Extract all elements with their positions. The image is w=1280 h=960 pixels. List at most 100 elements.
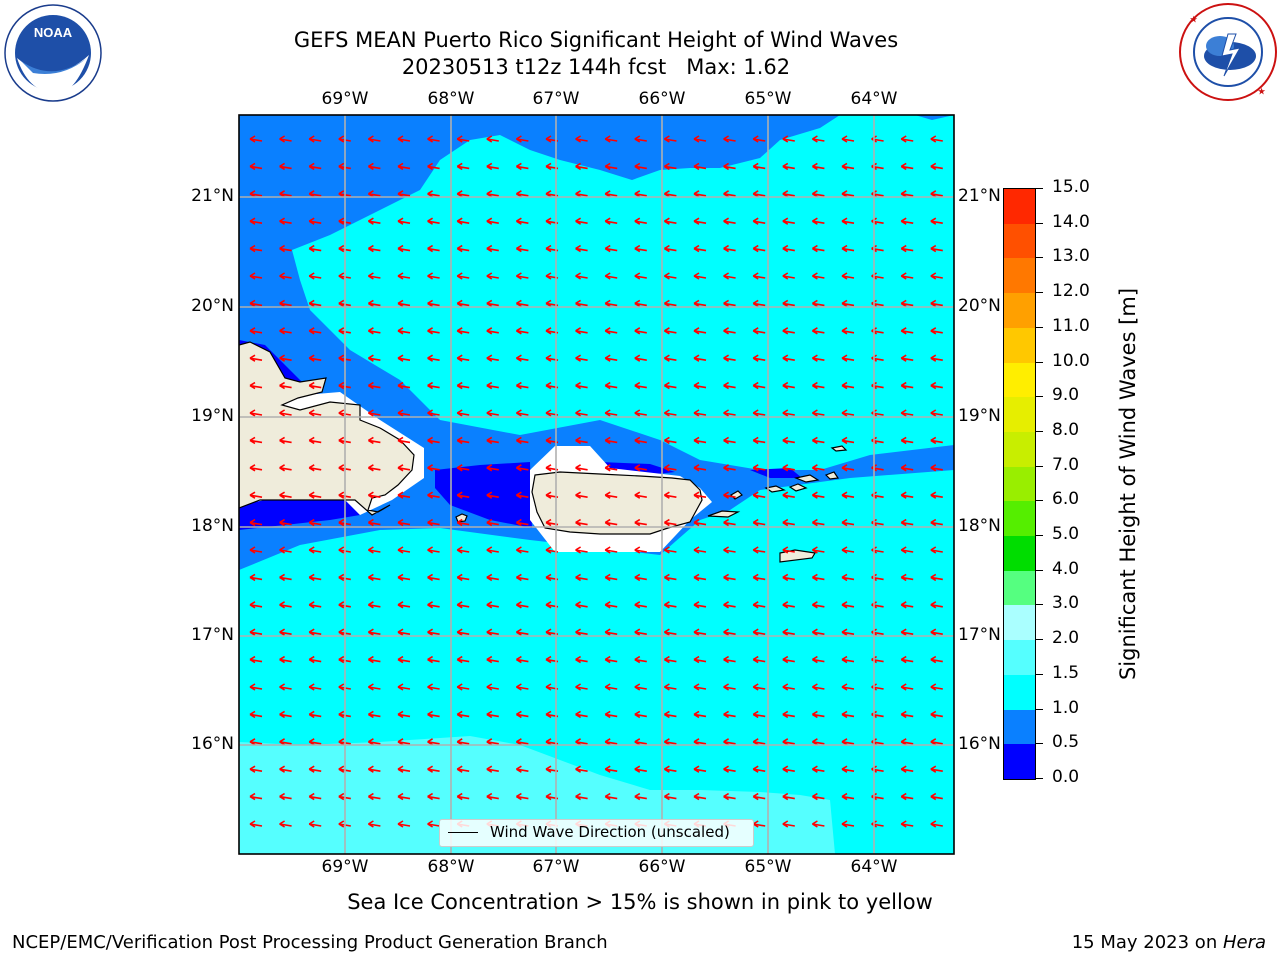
lat-label-right: 19°N xyxy=(958,406,1001,426)
lat-label-right: 17°N xyxy=(958,625,1001,645)
colorbar-tick-label: 0.0 xyxy=(1052,767,1080,787)
wave-arrow xyxy=(782,272,795,280)
wave-arrow xyxy=(575,162,588,171)
wave-arrow xyxy=(723,464,736,472)
wave-arrow xyxy=(811,765,825,773)
wave-arrow xyxy=(634,162,647,171)
wave-arrow xyxy=(515,354,529,362)
wave-arrow xyxy=(427,409,440,417)
wave-arrow xyxy=(693,135,707,143)
wave-arrow xyxy=(575,573,588,582)
colorbar-tick-label: 5.0 xyxy=(1052,524,1080,545)
noaa-logo-text: NOAA xyxy=(34,25,73,40)
wave-arrow xyxy=(811,381,825,390)
wave-arrow xyxy=(604,710,618,719)
wave-arrow xyxy=(634,409,647,417)
wave-arrow xyxy=(397,518,411,527)
wave-arrow xyxy=(634,244,647,253)
wave-arrow xyxy=(397,792,411,801)
colorbar-tick-label: 14.0 xyxy=(1052,211,1090,232)
wave-arrow xyxy=(811,710,825,719)
wave-arrow xyxy=(397,765,411,773)
wave-arrow xyxy=(427,327,440,335)
wave-arrow xyxy=(752,162,766,171)
wave-arrow xyxy=(723,162,736,171)
wave-arrow xyxy=(693,272,707,280)
wave-arrow xyxy=(693,327,707,335)
wave-arrow xyxy=(782,546,795,554)
colorbar-segment xyxy=(1004,604,1035,641)
wave-arrow xyxy=(397,162,411,171)
wave-arrow xyxy=(604,381,618,390)
wave-arrow xyxy=(900,436,914,445)
wave-arrow xyxy=(575,327,588,335)
wave-arrow xyxy=(456,272,470,280)
wave-arrow xyxy=(575,518,588,527)
wave-arrow xyxy=(397,354,411,362)
wave-arrow xyxy=(752,655,766,664)
wave-arrow xyxy=(397,327,411,335)
wave-arrow xyxy=(515,491,529,499)
wave-arrow xyxy=(486,683,499,691)
wave-arrow xyxy=(249,655,263,664)
wave-arrow xyxy=(841,299,855,308)
wave-arrow xyxy=(723,381,736,390)
wave-arrow xyxy=(367,354,381,362)
land-mona xyxy=(455,513,468,523)
wave-arrow xyxy=(456,162,470,171)
colorbar-tick-mark xyxy=(1036,535,1043,537)
wave-arrow xyxy=(575,546,588,554)
colorbar-tick-mark xyxy=(1036,604,1043,606)
colorbar-segment xyxy=(1004,257,1035,294)
wave-arrow xyxy=(752,381,766,390)
wave-arrow xyxy=(930,546,943,554)
colorbar-tick-label: 12.0 xyxy=(1052,281,1090,302)
wave-arrow xyxy=(841,217,855,225)
wave-arrow xyxy=(782,710,795,719)
colorbar-segment xyxy=(1004,570,1035,606)
wave-arrow xyxy=(367,381,381,390)
wave-arrow xyxy=(693,683,707,691)
wave-arrow xyxy=(811,327,825,335)
wave-arrow xyxy=(367,601,381,609)
lon-label-top: 66°W xyxy=(638,89,686,109)
wave-arrow xyxy=(782,217,795,225)
wave-arrow xyxy=(930,272,943,280)
wave-arrow xyxy=(634,327,647,335)
wave-arrow xyxy=(900,518,914,527)
wave-arrow xyxy=(663,327,677,335)
wave-arrow xyxy=(900,820,914,828)
colorbar-segment xyxy=(1004,292,1035,328)
wave-arrow xyxy=(900,135,914,143)
colorbar-segment xyxy=(1004,709,1035,745)
wave-arrow xyxy=(752,765,766,773)
wave-arrow xyxy=(515,217,529,225)
wave-arrow xyxy=(693,299,707,308)
wave-arrow xyxy=(486,409,499,417)
wave-arrow xyxy=(782,244,795,253)
wave-arrow xyxy=(663,272,677,280)
wave-arrow xyxy=(634,601,647,609)
wave-arrow xyxy=(900,409,914,417)
wave-arrow xyxy=(693,792,707,801)
wave-arrow xyxy=(782,601,795,609)
wave-arrow xyxy=(427,710,440,719)
wave-arrow xyxy=(634,710,647,719)
wave-arrow xyxy=(663,436,677,445)
colorbar-tick-label: 1.5 xyxy=(1052,662,1080,683)
wave-arrow xyxy=(841,518,855,527)
wave-arrow xyxy=(723,272,736,280)
wave-arrow xyxy=(575,792,588,801)
wave-arrow xyxy=(811,162,825,171)
wave-arrow xyxy=(930,601,943,609)
wave-arrow xyxy=(930,327,943,335)
wave-arrow xyxy=(486,162,499,171)
lon-label-top: 65°W xyxy=(744,89,792,109)
wave-arrow xyxy=(723,299,736,308)
wave-arrow xyxy=(693,162,707,171)
wave-arrow xyxy=(279,820,292,828)
wave-arrow xyxy=(249,491,263,499)
map-frame xyxy=(238,114,955,855)
wave-arrow xyxy=(575,464,588,472)
wave-arrow xyxy=(811,792,825,801)
